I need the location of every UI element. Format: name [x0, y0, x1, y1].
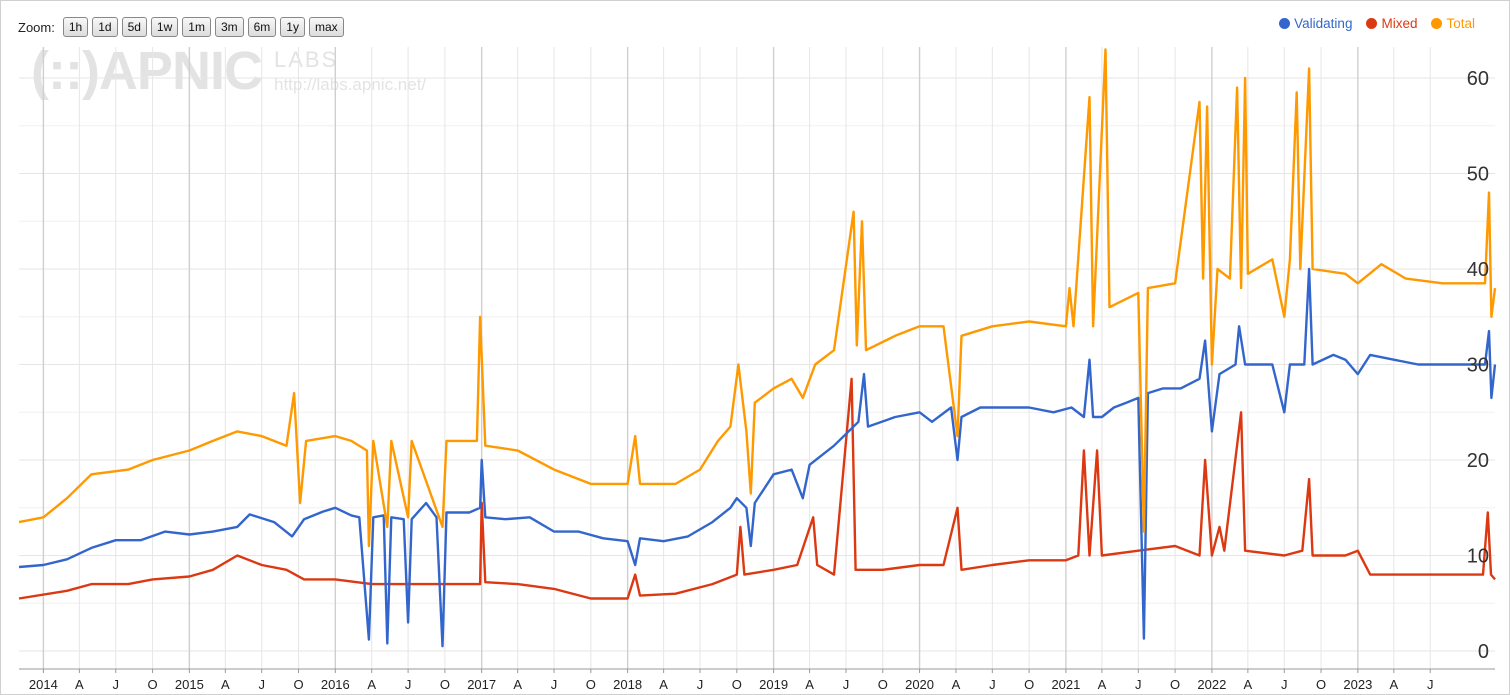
x-tick-label: A	[1389, 677, 1398, 692]
legend-dot-validating	[1279, 18, 1291, 29]
zoom-max-button[interactable]: max	[308, 17, 344, 37]
x-tick-label: 2018	[613, 677, 642, 692]
series-line-total	[18, 48, 1497, 548]
x-tick-label: O	[586, 677, 596, 692]
x-tick-label: O	[148, 677, 158, 692]
y-tick-label: 40	[1467, 259, 1489, 281]
x-tick-label: A	[513, 677, 522, 692]
y-tick-label: 20	[1467, 450, 1489, 472]
legend-label-validating: Validating	[1294, 16, 1353, 31]
zoom-1y-button[interactable]: 1y	[280, 17, 305, 37]
series-line-validating	[18, 267, 1497, 648]
legend-dot-total	[1431, 18, 1443, 29]
x-tick-label: J	[1281, 677, 1288, 692]
y-tick-label: 10	[1467, 546, 1489, 568]
legend-item-total[interactable]: Total	[1431, 16, 1475, 31]
x-tick-label: A	[221, 677, 230, 692]
y-tick-label: 60	[1467, 68, 1489, 90]
x-tick-label: 2016	[321, 677, 350, 692]
x-tick-label: A	[805, 677, 814, 692]
x-tick-label: J	[1427, 677, 1434, 692]
x-tick-label: A	[367, 677, 376, 692]
x-tick-label: A	[659, 677, 668, 692]
legend: Validating Mixed Total	[1279, 16, 1475, 31]
zoom-6m-button[interactable]: 6m	[247, 17, 277, 37]
x-tick-label: 2021	[1051, 677, 1080, 692]
zoom-1m-button[interactable]: 1m	[182, 17, 211, 37]
x-tick-label: J	[113, 677, 120, 692]
x-tick-label: 2014	[29, 677, 58, 692]
x-tick-label: J	[843, 677, 850, 692]
x-tick-label: O	[293, 677, 303, 692]
x-tick-label: J	[989, 677, 996, 692]
series-line-mixed	[18, 377, 1496, 600]
x-tick-label: J	[697, 677, 704, 692]
x-tick-label: 2022	[1197, 677, 1226, 692]
x-tick-label: 2017	[467, 677, 496, 692]
x-tick-label: J	[551, 677, 558, 692]
x-tick-label: O	[878, 677, 888, 692]
legend-label-mixed: Mixed	[1381, 16, 1418, 31]
x-tick-label: 2015	[175, 677, 204, 692]
y-tick-label: 30	[1467, 355, 1489, 377]
x-tick-label: J	[258, 677, 265, 692]
x-tick-label: O	[732, 677, 742, 692]
x-tick-label: J	[405, 677, 412, 692]
x-tick-label: A	[1244, 677, 1253, 692]
x-tick-label: O	[1316, 677, 1326, 692]
y-tick-label: 50	[1467, 164, 1489, 186]
x-tick-label: A	[75, 677, 84, 692]
y-axis-ticks: 0 10 20 30 40 50 60	[1467, 68, 1489, 663]
zoom-controls: Zoom: 1h 1d 5d 1w 1m 3m 6m 1y max	[18, 16, 344, 38]
x-tick-label: O	[1170, 677, 1180, 692]
legend-dot-mixed	[1366, 18, 1378, 29]
legend-item-validating[interactable]: Validating	[1279, 16, 1352, 31]
zoom-1w-button[interactable]: 1w	[150, 17, 179, 37]
grid-lines	[19, 47, 1495, 670]
x-tick-label: 2020	[905, 677, 934, 692]
x-axis-ticks: 2014 A J O 2015 A J O 2016 A J O 2017 A J O 2018 A J O 2019 A…	[29, 669, 1434, 692]
x-tick-label: 2019	[759, 677, 788, 692]
zoom-label: Zoom:	[18, 19, 55, 35]
x-tick-label: O	[440, 677, 450, 692]
legend-label-total: Total	[1446, 16, 1475, 31]
x-tick-label: O	[1024, 677, 1034, 692]
x-tick-label: A	[1098, 677, 1107, 692]
series-lines	[18, 48, 1497, 648]
x-tick-label: 2023	[1343, 677, 1372, 692]
legend-item-mixed[interactable]: Mixed	[1366, 16, 1417, 31]
x-tick-label: J	[1135, 677, 1142, 692]
y-tick-label: 0	[1478, 641, 1489, 663]
zoom-5d-button[interactable]: 5d	[121, 17, 147, 37]
zoom-1h-button[interactable]: 1h	[62, 17, 89, 37]
zoom-1d-button[interactable]: 1d	[92, 17, 118, 37]
zoom-3m-button[interactable]: 3m	[214, 17, 244, 37]
x-tick-label: A	[952, 677, 961, 692]
